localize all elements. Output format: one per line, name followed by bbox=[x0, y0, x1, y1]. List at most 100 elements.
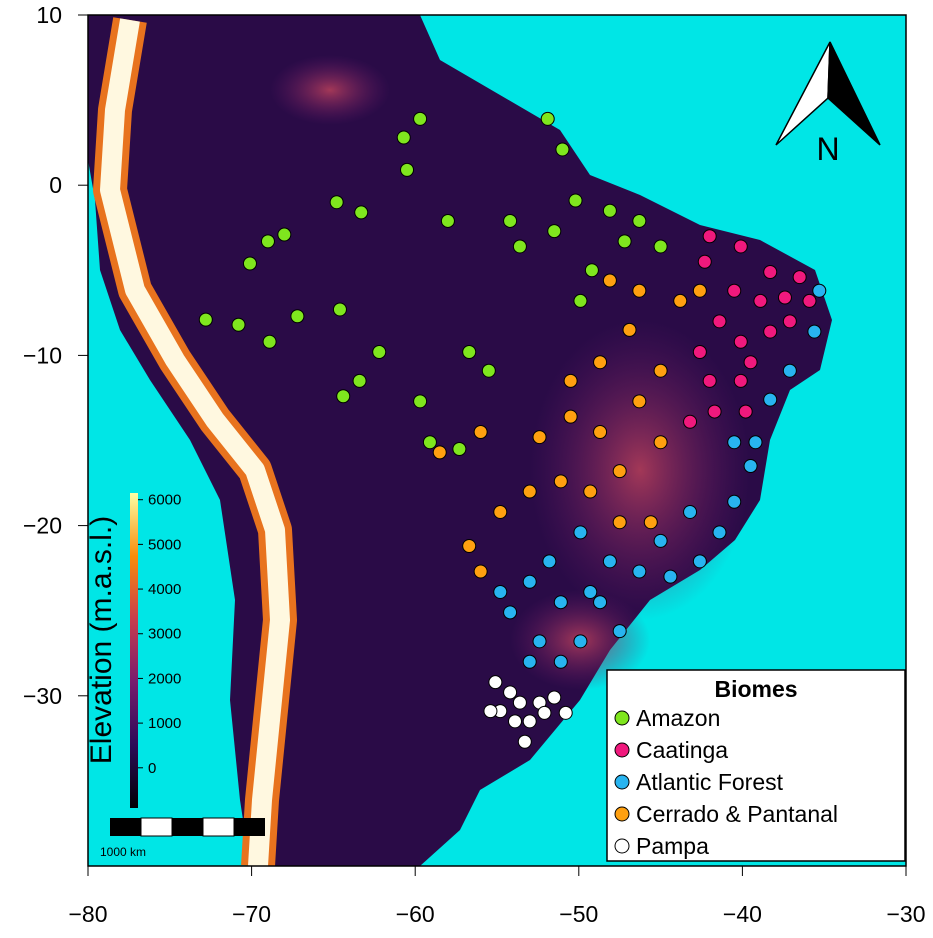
point bbox=[812, 283, 827, 298]
north-arrow: N bbox=[775, 41, 881, 167]
point bbox=[354, 205, 369, 220]
point bbox=[702, 229, 717, 244]
colorbar-tick-label: 5000 bbox=[148, 536, 181, 553]
point bbox=[542, 554, 557, 569]
point bbox=[329, 195, 344, 210]
point bbox=[332, 302, 347, 317]
point bbox=[473, 564, 488, 579]
x-tick-label: −80 bbox=[68, 901, 107, 927]
y-tick-label: 0 bbox=[49, 172, 62, 198]
point bbox=[507, 714, 522, 729]
point bbox=[260, 234, 275, 249]
point bbox=[622, 322, 637, 337]
point bbox=[612, 624, 627, 639]
point bbox=[488, 675, 503, 690]
point bbox=[413, 394, 428, 409]
point bbox=[584, 263, 599, 278]
x-tick-label: −50 bbox=[559, 901, 598, 927]
legend-marker bbox=[614, 710, 630, 726]
legend-label: Amazon bbox=[636, 705, 720, 731]
point bbox=[707, 404, 722, 419]
point bbox=[733, 334, 748, 349]
x-tick-label: −60 bbox=[396, 901, 435, 927]
colorbar-tick-label: 6000 bbox=[148, 492, 181, 509]
point bbox=[242, 256, 257, 271]
legend-marker bbox=[614, 838, 630, 854]
legend-label: Pampa bbox=[636, 833, 709, 859]
point bbox=[522, 654, 537, 669]
basemap bbox=[88, 15, 906, 866]
point bbox=[432, 445, 447, 460]
point bbox=[481, 363, 496, 378]
point bbox=[512, 695, 527, 710]
point bbox=[653, 363, 668, 378]
point bbox=[547, 224, 562, 239]
point bbox=[231, 317, 246, 332]
point bbox=[593, 424, 608, 439]
point bbox=[653, 435, 668, 450]
point bbox=[743, 355, 758, 370]
colorbar-tick-label: 4000 bbox=[148, 581, 181, 598]
point bbox=[692, 283, 707, 298]
point bbox=[473, 424, 488, 439]
point bbox=[602, 554, 617, 569]
point bbox=[522, 484, 537, 499]
point bbox=[290, 309, 305, 324]
colorbar bbox=[130, 493, 138, 808]
point bbox=[483, 704, 498, 719]
point bbox=[748, 435, 763, 450]
point bbox=[792, 270, 807, 285]
legend-label: Cerrado & Pantanal bbox=[636, 801, 838, 827]
x-tick-label: −70 bbox=[232, 901, 271, 927]
point bbox=[653, 239, 668, 254]
point bbox=[493, 504, 508, 519]
point bbox=[522, 574, 537, 589]
point bbox=[462, 539, 477, 554]
legend-marker bbox=[614, 774, 630, 790]
point bbox=[503, 685, 518, 700]
point bbox=[807, 324, 822, 339]
y-tick-label: −30 bbox=[23, 683, 62, 709]
point bbox=[532, 430, 547, 445]
colorbar-tick-label: 1000 bbox=[148, 715, 181, 732]
y-tick-label: −20 bbox=[23, 513, 62, 539]
y-tick-label: −10 bbox=[23, 342, 62, 368]
point bbox=[568, 193, 583, 208]
point bbox=[712, 314, 727, 329]
y-tick-label: 10 bbox=[36, 2, 62, 28]
point bbox=[733, 373, 748, 388]
point bbox=[396, 130, 411, 145]
x-tick-label: −30 bbox=[886, 901, 925, 927]
point bbox=[503, 213, 518, 228]
point bbox=[727, 435, 742, 450]
point bbox=[336, 389, 351, 404]
point bbox=[702, 373, 717, 388]
point bbox=[400, 162, 415, 177]
point bbox=[563, 373, 578, 388]
point bbox=[522, 714, 537, 729]
point bbox=[743, 459, 758, 474]
points bbox=[198, 111, 827, 749]
point bbox=[198, 312, 213, 327]
colorbar-tick-label: 2000 bbox=[148, 670, 181, 687]
x-tick-label: −40 bbox=[723, 901, 762, 927]
legend-title: Biomes bbox=[714, 676, 797, 702]
point bbox=[632, 213, 647, 228]
point bbox=[663, 569, 678, 584]
point bbox=[763, 324, 778, 339]
point bbox=[512, 239, 527, 254]
point bbox=[697, 254, 712, 269]
point bbox=[692, 344, 707, 359]
point bbox=[553, 654, 568, 669]
north-label: N bbox=[816, 131, 839, 167]
point bbox=[673, 293, 688, 308]
plot-frame bbox=[87, 14, 907, 867]
point bbox=[602, 273, 617, 288]
point bbox=[632, 394, 647, 409]
legend-label: Atlantic Forest bbox=[636, 769, 784, 795]
scale-bar-label: 1000 km bbox=[100, 845, 146, 859]
point bbox=[452, 442, 467, 457]
point bbox=[782, 314, 797, 329]
colorbar-tick-label: 3000 bbox=[148, 626, 181, 643]
